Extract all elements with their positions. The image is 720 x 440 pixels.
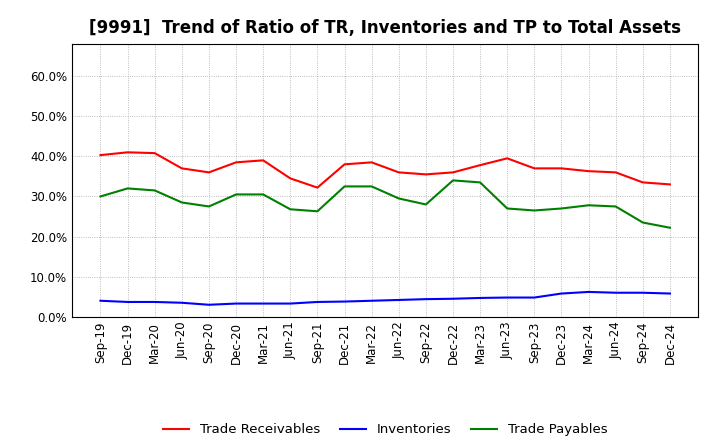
Trade Receivables	[286, 176, 294, 181]
Trade Payables	[476, 180, 485, 185]
Trade Payables	[503, 206, 511, 211]
Trade Receivables	[341, 162, 349, 167]
Trade Payables	[665, 225, 674, 231]
Trade Payables	[313, 209, 322, 214]
Trade Receivables	[259, 158, 268, 163]
Trade Payables	[395, 196, 403, 201]
Inventories	[204, 302, 213, 308]
Line: Trade Payables: Trade Payables	[101, 180, 670, 228]
Trade Payables	[204, 204, 213, 209]
Trade Receivables	[367, 160, 376, 165]
Trade Receivables	[96, 153, 105, 158]
Trade Receivables	[449, 170, 457, 175]
Trade Payables	[150, 188, 159, 193]
Line: Inventories: Inventories	[101, 292, 670, 305]
Trade Receivables	[123, 150, 132, 155]
Trade Receivables	[178, 166, 186, 171]
Trade Receivables	[313, 185, 322, 190]
Trade Receivables	[395, 170, 403, 175]
Trade Payables	[557, 206, 566, 211]
Trade Payables	[178, 200, 186, 205]
Inventories	[232, 301, 240, 306]
Trade Receivables	[639, 180, 647, 185]
Inventories	[286, 301, 294, 306]
Trade Payables	[341, 184, 349, 189]
Inventories	[259, 301, 268, 306]
Title: [9991]  Trend of Ratio of TR, Inventories and TP to Total Assets: [9991] Trend of Ratio of TR, Inventories…	[89, 19, 681, 37]
Inventories	[530, 295, 539, 300]
Inventories	[584, 289, 593, 294]
Trade Receivables	[232, 160, 240, 165]
Inventories	[665, 291, 674, 296]
Legend: Trade Receivables, Inventories, Trade Payables: Trade Receivables, Inventories, Trade Pa…	[158, 418, 613, 440]
Inventories	[557, 291, 566, 296]
Line: Trade Receivables: Trade Receivables	[101, 152, 670, 187]
Trade Receivables	[584, 169, 593, 174]
Inventories	[313, 299, 322, 304]
Trade Payables	[639, 220, 647, 225]
Trade Receivables	[204, 170, 213, 175]
Trade Receivables	[476, 162, 485, 168]
Trade Receivables	[665, 182, 674, 187]
Inventories	[449, 296, 457, 301]
Trade Receivables	[557, 166, 566, 171]
Trade Payables	[421, 202, 430, 207]
Inventories	[476, 295, 485, 301]
Inventories	[150, 299, 159, 304]
Inventories	[395, 297, 403, 303]
Trade Payables	[367, 184, 376, 189]
Trade Payables	[449, 178, 457, 183]
Trade Receivables	[611, 170, 620, 175]
Inventories	[611, 290, 620, 295]
Trade Payables	[259, 192, 268, 197]
Inventories	[639, 290, 647, 295]
Trade Payables	[611, 204, 620, 209]
Trade Receivables	[530, 166, 539, 171]
Trade Receivables	[421, 172, 430, 177]
Inventories	[96, 298, 105, 304]
Trade Payables	[584, 203, 593, 208]
Trade Payables	[286, 207, 294, 212]
Inventories	[178, 300, 186, 305]
Inventories	[123, 299, 132, 304]
Inventories	[341, 299, 349, 304]
Trade Payables	[232, 192, 240, 197]
Trade Payables	[123, 186, 132, 191]
Inventories	[367, 298, 376, 304]
Trade Receivables	[503, 156, 511, 161]
Trade Payables	[96, 194, 105, 199]
Trade Receivables	[150, 150, 159, 156]
Inventories	[421, 297, 430, 302]
Inventories	[503, 295, 511, 300]
Trade Payables	[530, 208, 539, 213]
